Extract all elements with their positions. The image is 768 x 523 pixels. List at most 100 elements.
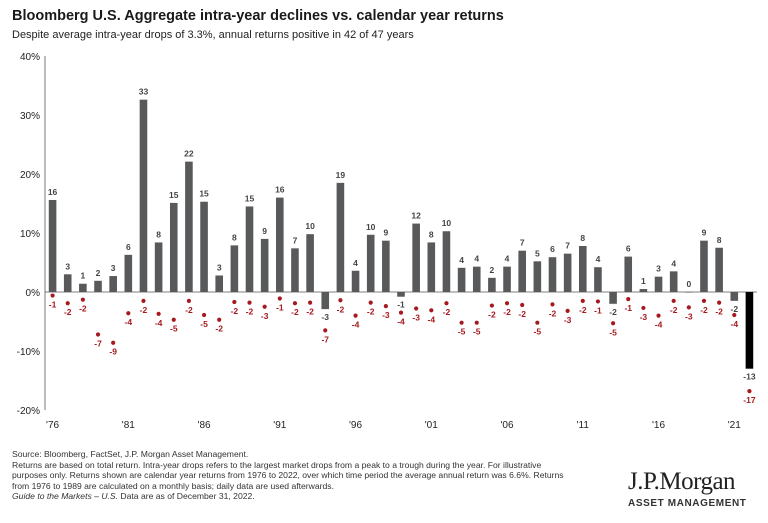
intra-year-label: -2 [715, 307, 723, 317]
intra-year-label: -2 [246, 307, 254, 317]
return-bar [730, 292, 739, 301]
return-bar [260, 238, 269, 292]
intra-year-dot [111, 340, 116, 345]
return-bar [79, 283, 87, 292]
intra-year-label: -1 [594, 305, 602, 315]
intra-year-label: -2 [579, 305, 587, 315]
return-bar [715, 247, 723, 292]
return-label: -1 [397, 300, 405, 310]
return-label: 16 [275, 185, 285, 195]
x-tick-label: '96 [349, 420, 362, 431]
x-axis: '76 '81 '86 '91 '96 '01 '06 '11 '16 '21 [46, 420, 741, 431]
return-label: 22 [184, 149, 194, 159]
x-tick-label: '16 [652, 420, 665, 431]
return-bar [230, 245, 239, 292]
return-label: 8 [717, 235, 722, 245]
intra-year-dot [232, 299, 237, 305]
intra-year-dot [338, 298, 343, 303]
footnotes: Source: Bloomberg, FactSet, J.P. Morgan … [12, 449, 642, 502]
return-bar [321, 292, 330, 310]
return-label: 6 [550, 244, 555, 254]
return-label: 9 [262, 226, 267, 236]
return-bar [488, 277, 496, 292]
intra-year-dot [414, 306, 419, 311]
intra-year-label: -5 [170, 324, 178, 334]
intra-year-label: -2 [670, 305, 678, 315]
return-bar [382, 240, 390, 292]
intra-year-label: -1 [624, 303, 632, 313]
return-bar [139, 99, 148, 292]
return-bar [397, 292, 405, 297]
return-label: 3 [656, 264, 661, 274]
return-label: 2 [96, 268, 101, 278]
footnote-line: Returns are based on total return. Intra… [12, 459, 542, 470]
intra-year-dot [429, 308, 434, 313]
intra-year-label: -2 [306, 307, 314, 317]
intra-year-label: -2 [549, 308, 557, 318]
intra-year-dot [171, 317, 176, 322]
intra-year-dot [277, 296, 282, 301]
return-label: 8 [580, 233, 585, 243]
return-bar [200, 201, 208, 292]
return-label: 5 [535, 248, 540, 258]
intra-year-label: -2 [215, 324, 223, 334]
return-bar [503, 266, 511, 292]
intra-year-label: -5 [534, 327, 542, 337]
return-label: 1 [641, 276, 646, 286]
return-label: 15 [199, 189, 209, 199]
return-bar [366, 234, 375, 292]
return-label: 9 [383, 228, 388, 238]
intra-year-label: -3 [685, 311, 693, 321]
return-bar [548, 257, 557, 292]
return-bar [154, 242, 163, 292]
intra-year-label: -4 [125, 317, 133, 327]
return-bar [245, 206, 254, 292]
intra-year-label: -3 [564, 315, 572, 325]
return-bar [63, 274, 72, 292]
intra-year-label: -4 [655, 320, 663, 330]
return-label: 15 [169, 190, 179, 200]
intra-year-dot [580, 298, 585, 303]
intra-year-label: -5 [458, 327, 466, 337]
return-bar [669, 271, 678, 292]
return-label: 9 [702, 228, 707, 238]
return-bar [624, 256, 633, 292]
x-tick-label: '06 [501, 420, 514, 431]
y-tick-label: -10% [17, 347, 40, 358]
return-label: 7 [520, 238, 525, 248]
return-bar [109, 276, 117, 292]
return-label: 10 [366, 222, 376, 232]
intra-year-dot [156, 311, 161, 316]
intra-year-dot [217, 317, 222, 322]
return-bar [291, 248, 299, 292]
return-label: 3 [111, 263, 116, 273]
intra-year-label: -2 [503, 307, 511, 317]
x-tick-label: '11 [577, 420, 590, 431]
return-bar [745, 292, 754, 369]
intra-year-dot [686, 305, 691, 310]
intra-year-dot [323, 328, 328, 333]
return-label: 8 [429, 229, 434, 239]
footnote-line: from 1976 to 1989 are calculated on a mo… [12, 480, 334, 491]
x-tick-label: '21 [728, 420, 741, 431]
return-bar [427, 242, 436, 292]
intra-year-label: -7 [321, 334, 329, 344]
intra-year-dot [50, 293, 55, 298]
intra-year-dot [65, 301, 70, 306]
intra-year-label: -2 [367, 307, 375, 317]
intra-year-dot [747, 389, 752, 394]
intra-year-dot [398, 310, 404, 315]
intra-year-label: -3 [412, 313, 420, 323]
return-bar [685, 291, 693, 293]
intra-year-label: -2 [337, 304, 345, 314]
footnote-line: Source: Bloomberg, FactSet, J.P. Morgan … [12, 449, 249, 459]
return-bar [351, 270, 360, 292]
intra-year-dot [186, 298, 192, 303]
return-bar [594, 267, 602, 292]
return-label: 16 [48, 187, 58, 197]
intra-year-dot [550, 302, 555, 307]
intra-year-dot [201, 312, 207, 318]
intra-year-label: -4 [730, 319, 738, 329]
intra-year-dot [626, 296, 631, 302]
